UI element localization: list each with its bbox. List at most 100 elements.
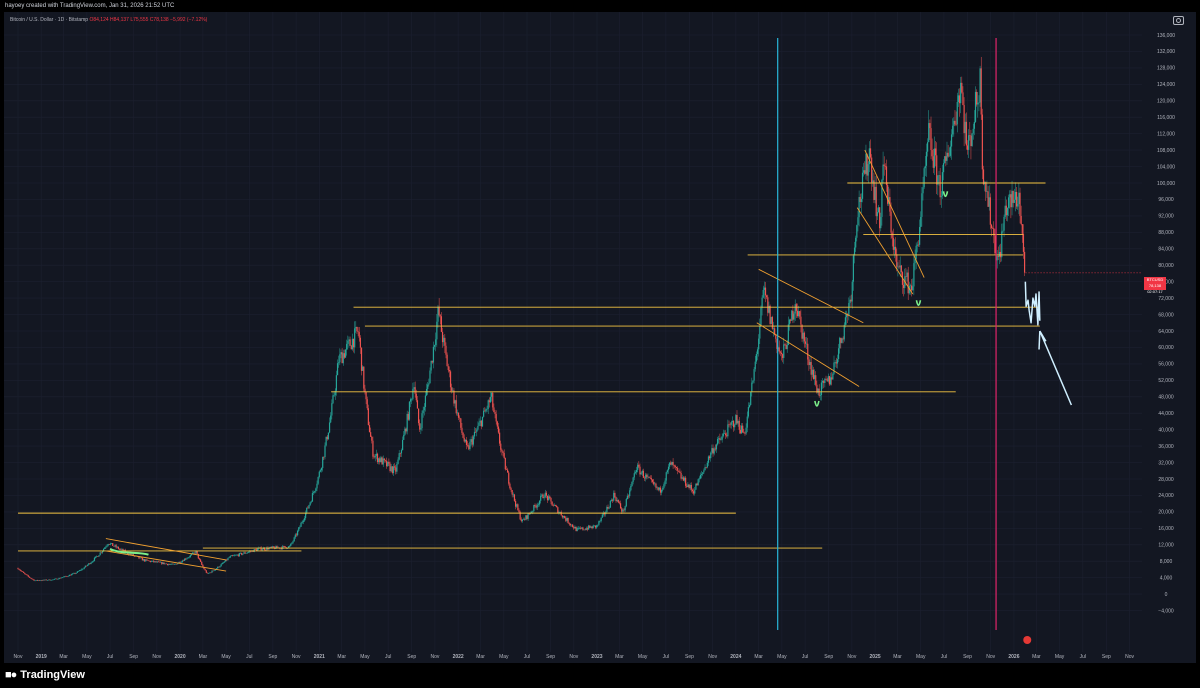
candle-body (373, 456, 375, 458)
x-tick-label: Nov (152, 654, 161, 660)
candle-body (154, 561, 156, 563)
candle-body (817, 388, 819, 393)
candle-body (405, 428, 407, 432)
candle-body (906, 272, 908, 277)
candle-body (374, 455, 376, 458)
candle-body (520, 519, 522, 522)
candle-body (336, 363, 339, 376)
candle-body (132, 554, 134, 556)
x-tick-label: Sep (129, 654, 138, 660)
candle-body (657, 487, 659, 490)
candle-body (631, 481, 633, 487)
candle-body (382, 458, 384, 465)
candle-body (813, 375, 816, 379)
candle-body (501, 449, 503, 452)
tradingview-logo[interactable]: ■● TradingView (5, 669, 85, 681)
candle-body (658, 487, 660, 490)
candle-body (600, 517, 602, 521)
candle-body (672, 461, 674, 466)
candle-body (84, 565, 86, 568)
candle-body (626, 495, 629, 499)
candle-body (56, 578, 58, 580)
candle-body (661, 489, 663, 493)
candle-body (110, 543, 113, 544)
candle-body (510, 488, 512, 490)
candle-body (79, 570, 81, 572)
candle-body (117, 546, 120, 549)
x-tick-label: Mar (476, 654, 485, 660)
candle-body (731, 421, 734, 423)
candle-body (835, 362, 837, 364)
candle-body (768, 305, 770, 313)
candle-body (214, 569, 217, 571)
candle-body (18, 569, 20, 570)
candle-body (590, 526, 592, 528)
candle-body (314, 491, 316, 493)
x-tick-label: Nov (569, 654, 578, 660)
candle-body (557, 507, 559, 514)
candle-body (50, 580, 52, 581)
candle-body (326, 436, 328, 440)
candle-body (242, 553, 244, 555)
candle-body (149, 560, 151, 562)
candle-body (304, 512, 307, 519)
candle-body (295, 534, 298, 536)
candle-body (737, 420, 739, 424)
candle-body (634, 472, 637, 474)
candle-body (648, 476, 650, 478)
x-tick-label: 2022 (453, 654, 464, 660)
candle-body (21, 571, 24, 572)
candle-body (990, 224, 993, 229)
candle-body (419, 423, 421, 430)
candle-body (978, 102, 980, 104)
candle-body (246, 552, 248, 554)
candle-body (976, 91, 978, 105)
candle-body (165, 563, 167, 565)
candle-body (420, 428, 422, 430)
chart-panel[interactable]: −4,000 0 4,000 8,000 12,000 16,000 20,000 24,00… (4, 12, 1196, 663)
candle-body (952, 125, 954, 135)
candle-body (734, 424, 736, 428)
candle-body (51, 579, 53, 581)
candle-body (316, 483, 318, 489)
candle-body (954, 120, 956, 125)
candle-body (467, 445, 469, 446)
candle-body (229, 556, 231, 558)
candle-body (980, 68, 982, 115)
candle-body (909, 285, 912, 287)
candle-body (801, 324, 803, 339)
candle-body (141, 557, 143, 561)
y-tick-label: 0 (1165, 592, 1168, 598)
candle-body (730, 422, 732, 425)
candle-body (769, 305, 771, 324)
candle-body (317, 476, 319, 484)
candle-body (593, 525, 595, 527)
candle-body (615, 497, 617, 502)
candle-body (568, 523, 570, 525)
candle-body (997, 256, 999, 257)
candle-body (928, 123, 930, 143)
candle-body (302, 520, 304, 523)
candle-body (986, 191, 988, 192)
price-chart[interactable]: −4,000 0 4,000 8,000 12,000 16,000 20,000 24,00… (4, 12, 1196, 663)
candle-body (559, 512, 561, 513)
candle-body (480, 420, 482, 427)
candle-body (189, 555, 191, 557)
candle-body (388, 461, 390, 464)
candle-body (341, 352, 343, 364)
candle-body (29, 577, 32, 579)
candle-body (554, 505, 557, 507)
camera-icon[interactable] (1173, 16, 1184, 25)
candle-body (785, 344, 787, 349)
candle-body (485, 409, 487, 412)
candle-body (391, 466, 393, 473)
candle-body (914, 259, 916, 264)
candle-body (532, 511, 534, 512)
u-bounce-annotation (942, 191, 949, 198)
candle-body (309, 502, 311, 506)
candle-body (764, 287, 767, 296)
candle-body (693, 491, 695, 494)
candle-body (320, 468, 323, 471)
candle-body (205, 570, 207, 573)
candle-body (68, 574, 70, 577)
